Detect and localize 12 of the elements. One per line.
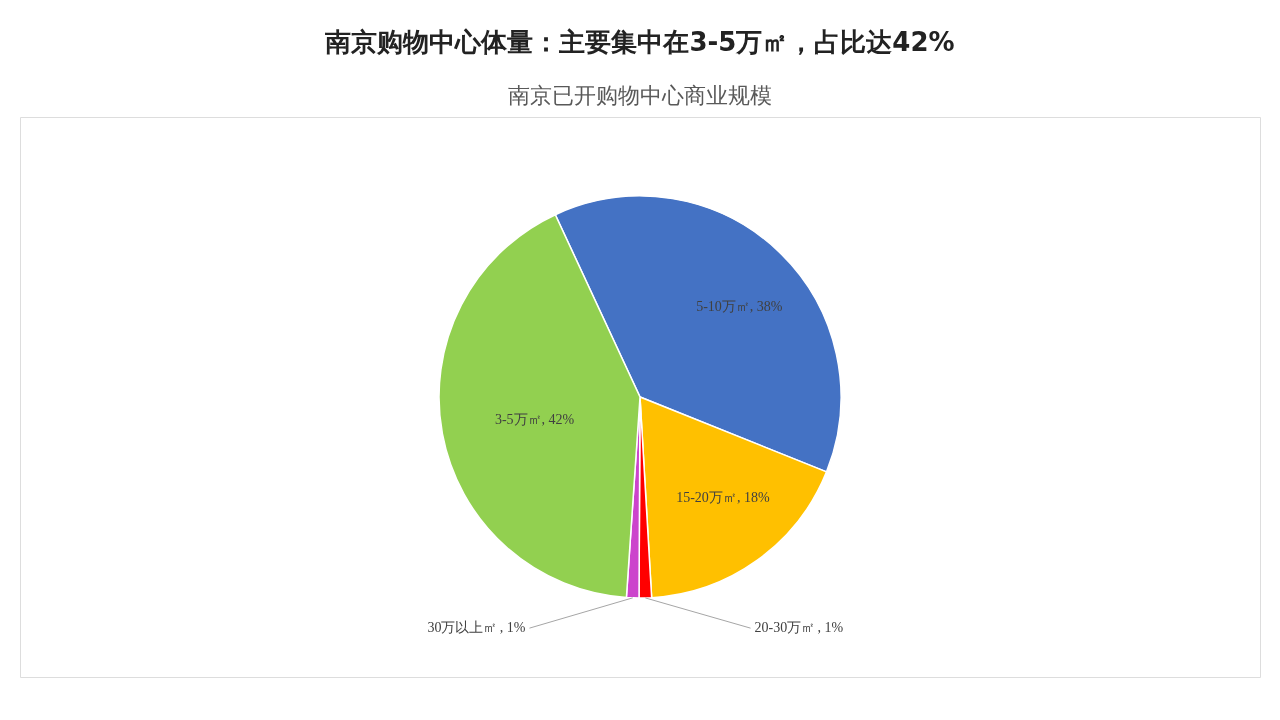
slice-label: 15-20万㎡ <box>676 490 737 506</box>
slice-label: 20-30万㎡ <box>754 620 816 636</box>
data-label: , 18% <box>736 490 770 506</box>
slice-label: 3-5万㎡ <box>494 411 542 427</box>
data-label: , 1% <box>499 620 526 636</box>
chart-subtitle: 南京已开购物中心商业规模 <box>508 83 772 108</box>
slice-label: 30万以上㎡ <box>427 620 498 636</box>
data-label: , 42% <box>541 411 575 427</box>
chart-title: 南京购物中心体量：主要集中在3-5万㎡，占比达42% <box>324 27 955 57</box>
slice-label: 5-10万㎡ <box>696 298 750 314</box>
data-label: , 1% <box>817 620 844 636</box>
data-label: , 38% <box>749 298 783 314</box>
